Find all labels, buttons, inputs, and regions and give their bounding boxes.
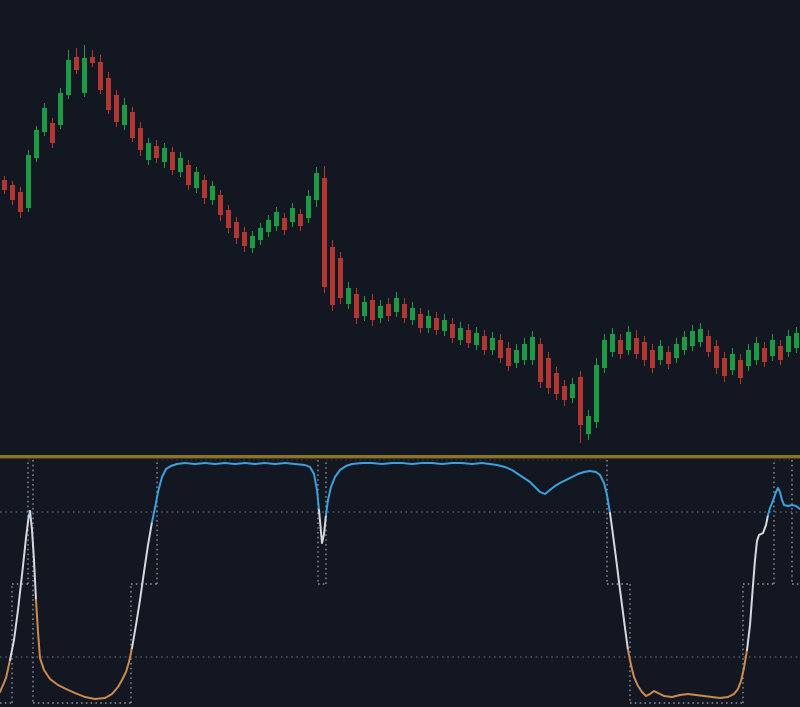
trailing-stop-line — [0, 459, 800, 704]
separator-band — [0, 455, 800, 459]
oscillator-main-line — [0, 462, 800, 700]
price-pane-candles[interactable] — [2, 45, 799, 443]
oscillator-level-lines — [0, 511, 800, 658]
